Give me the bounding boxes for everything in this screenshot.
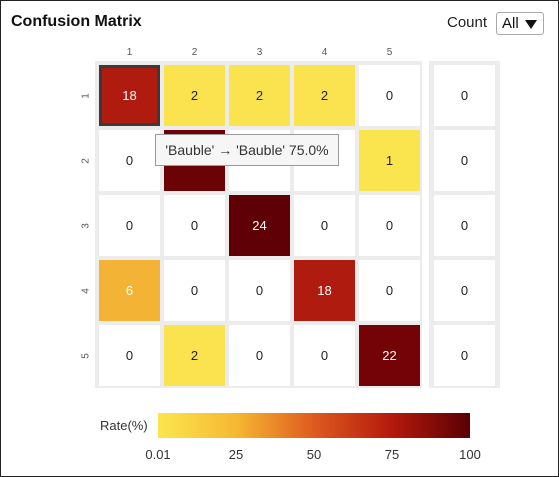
matrix-cell[interactable]: 0: [164, 260, 225, 321]
matrix-cell[interactable]: 0: [99, 195, 160, 256]
filter-select[interactable]: All: [496, 12, 544, 35]
matrix-cell[interactable]: 0: [99, 130, 160, 191]
matrix-cell[interactable]: 18: [99, 65, 160, 126]
count-label: Count: [447, 14, 488, 31]
legend-tick-label: 100: [459, 447, 481, 462]
chevron-down-icon: [525, 20, 537, 29]
panel-title: Confusion Matrix: [11, 13, 142, 30]
matrix-cell[interactable]: 0: [164, 195, 225, 256]
row-total-cell: 0: [434, 260, 495, 321]
row-total-cell: 0: [434, 130, 495, 191]
matrix-cell[interactable]: 2: [164, 325, 225, 386]
legend-tick-label: 75: [384, 447, 400, 462]
row-total-cell: 0: [434, 65, 495, 126]
matrix-cell[interactable]: 0: [294, 325, 355, 386]
matrix-cell[interactable]: 18: [294, 260, 355, 321]
matrix-cell[interactable]: 22: [359, 325, 420, 386]
column-label: 2: [191, 47, 198, 58]
matrix-cell[interactable]: 0: [229, 325, 290, 386]
matrix-cell[interactable]: 1: [359, 130, 420, 191]
legend-tick-label: 25: [228, 447, 244, 462]
matrix-cell[interactable]: 6: [99, 260, 160, 321]
row-label: 5: [80, 352, 92, 359]
matrix-cell[interactable]: 0: [359, 195, 420, 256]
filter-select-value: All: [502, 15, 519, 32]
matrix-cell[interactable]: 2: [294, 65, 355, 126]
row-label: 2: [80, 157, 92, 164]
matrix-cell[interactable]: 0: [99, 325, 160, 386]
legend-tick-label: 0.01: [145, 447, 171, 462]
cell-tooltip: 'Bauble' → 'Bauble' 75.0%: [155, 134, 339, 166]
row-label: 4: [80, 287, 92, 294]
matrix-cell[interactable]: 0: [294, 195, 355, 256]
row-label: 3: [80, 222, 92, 229]
column-label: 3: [256, 47, 263, 58]
matrix-cell[interactable]: 0: [229, 260, 290, 321]
matrix-cell[interactable]: 2: [164, 65, 225, 126]
row-label: 1: [80, 92, 92, 99]
column-label: 1: [126, 47, 133, 58]
matrix-cell[interactable]: 0: [359, 260, 420, 321]
row-total-cell: 0: [434, 195, 495, 256]
row-total-cell: 0: [434, 325, 495, 386]
matrix-cell[interactable]: 2: [229, 65, 290, 126]
matrix-cell[interactable]: 24: [229, 195, 290, 256]
legend-title: Rate(%): [100, 418, 148, 433]
matrix-cell[interactable]: 0: [359, 65, 420, 126]
legend-tick-label: 50: [306, 447, 322, 462]
column-label: 4: [321, 47, 328, 58]
legend-color-scale: [158, 413, 470, 438]
column-label: 5: [386, 47, 393, 58]
